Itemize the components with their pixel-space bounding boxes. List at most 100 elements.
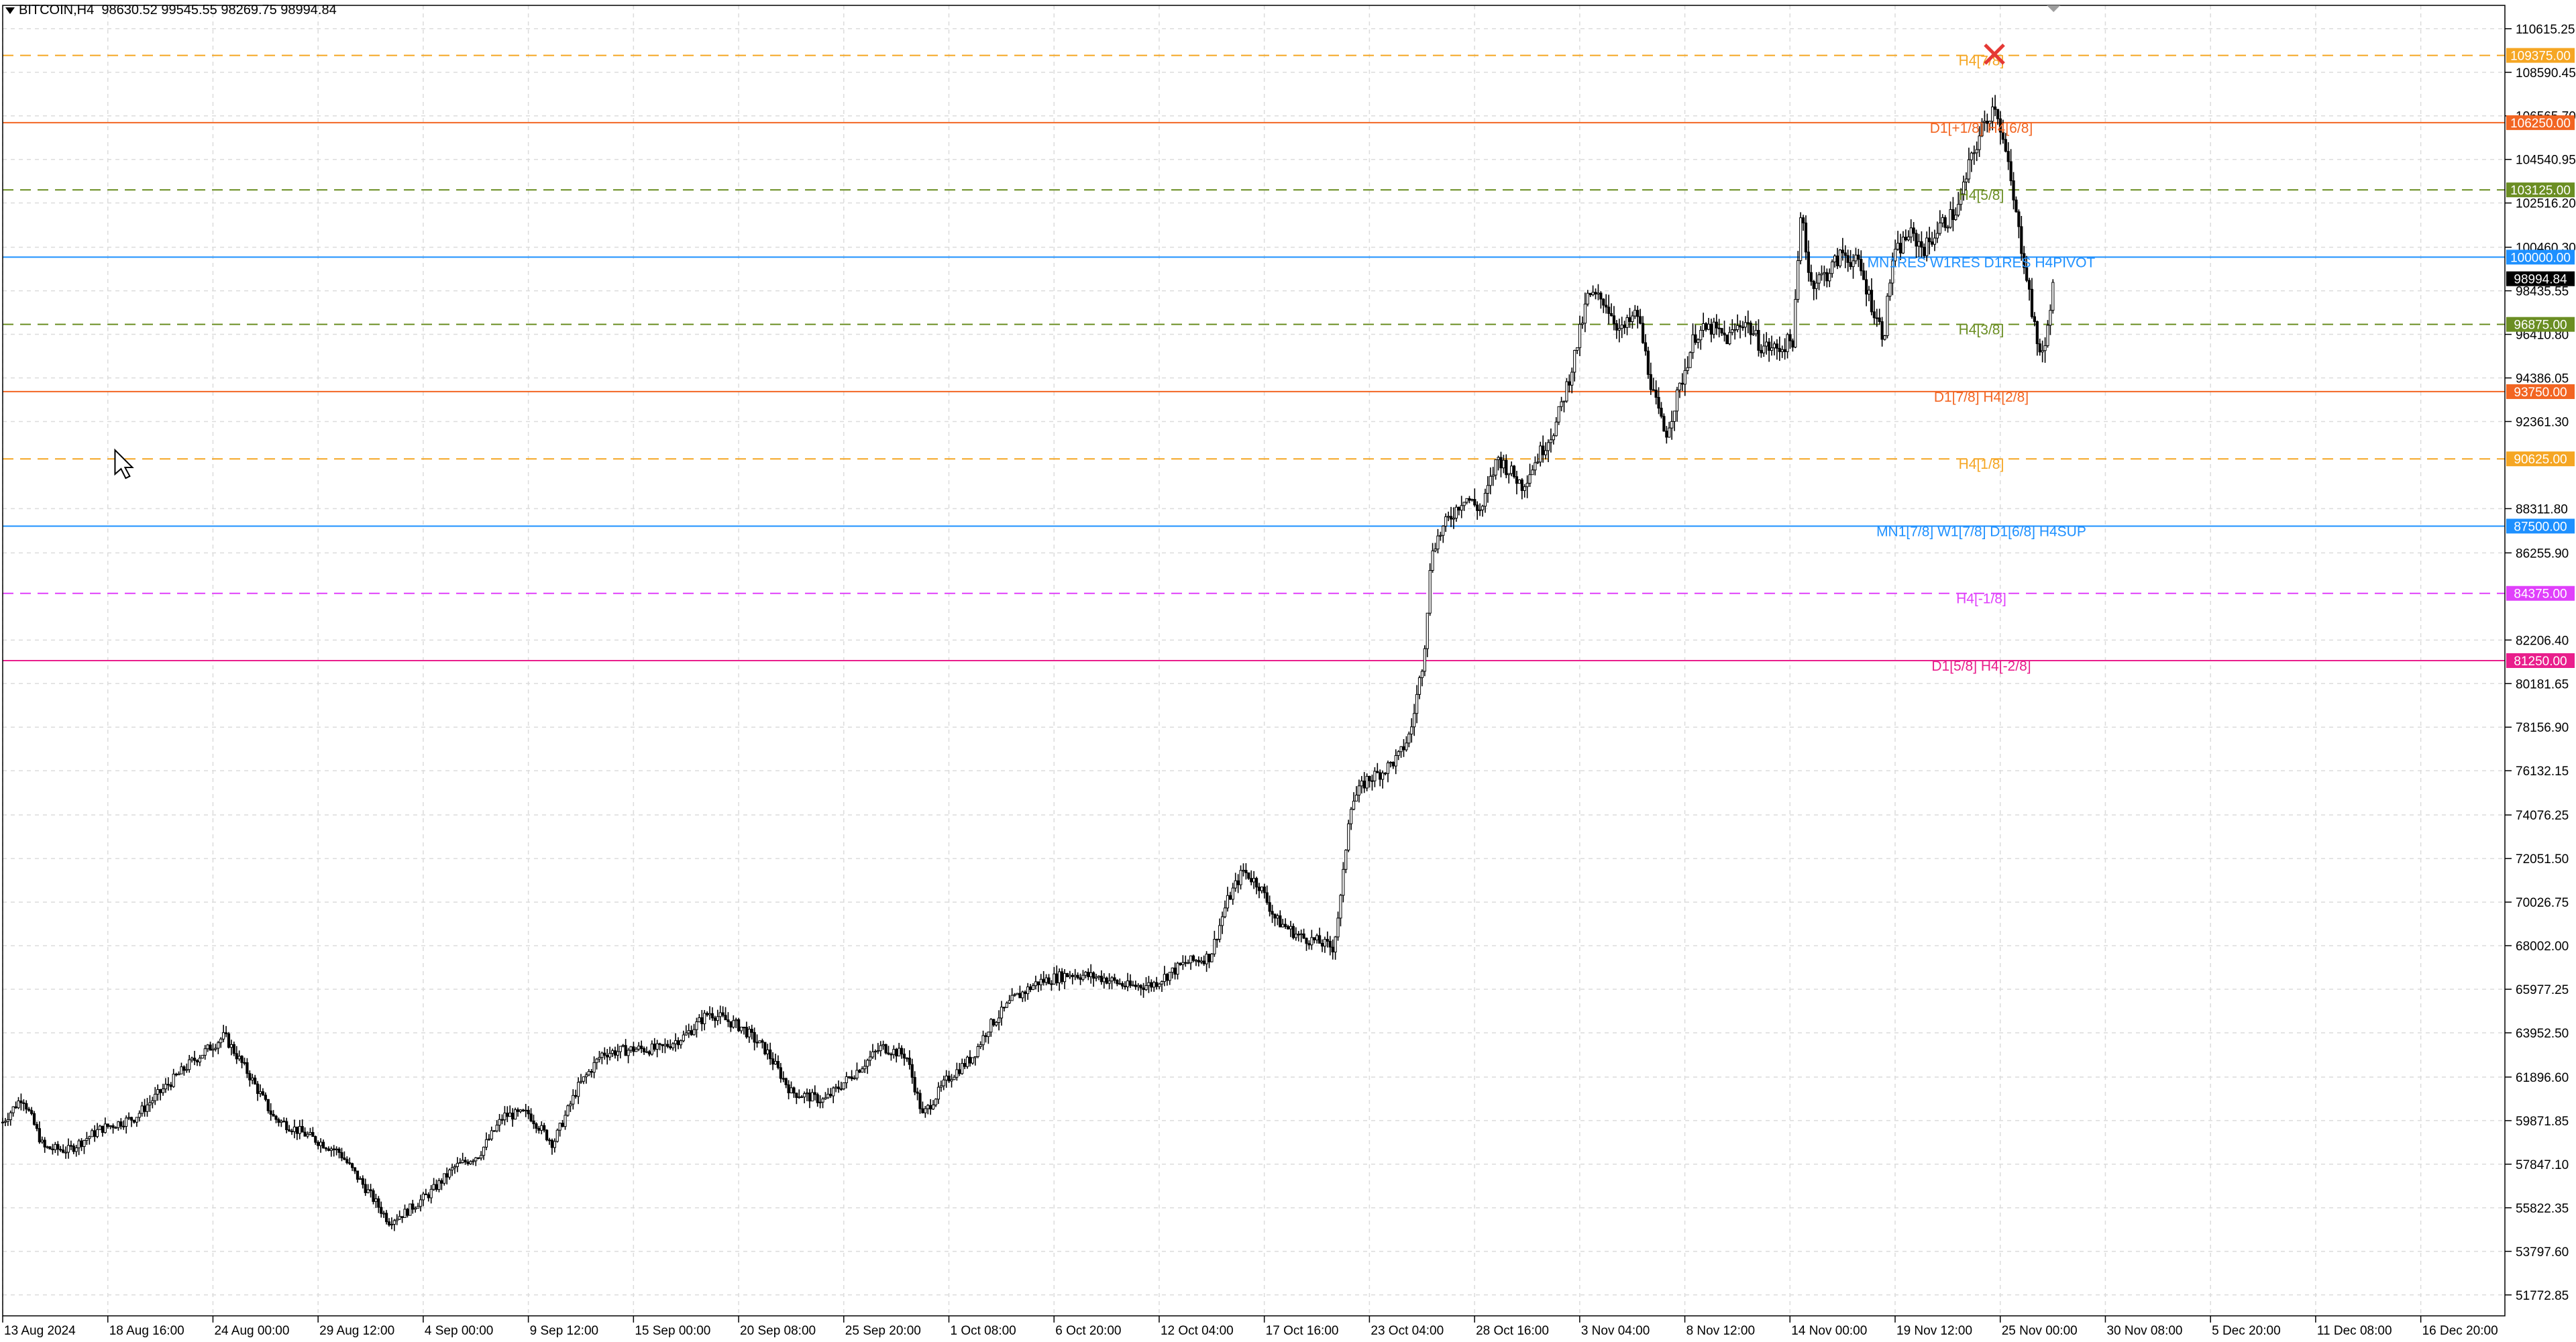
candle-body <box>703 1013 706 1025</box>
price-tag-bg <box>2506 48 2575 63</box>
candle-body <box>808 1093 812 1102</box>
candle-body <box>1486 485 1489 494</box>
candle-body <box>282 1121 286 1123</box>
candle-body <box>19 1100 23 1103</box>
candle-body <box>1594 292 1597 294</box>
candle-body <box>881 1044 885 1046</box>
candle-body <box>1307 943 1311 946</box>
candle-body <box>1365 775 1368 789</box>
candle-body <box>750 1029 753 1033</box>
candle-body <box>1147 982 1150 987</box>
candle-body <box>1079 977 1082 980</box>
candle-body <box>458 1162 462 1164</box>
candle-body <box>1860 259 1863 272</box>
candle-body <box>335 1148 338 1150</box>
candle-body <box>103 1123 107 1133</box>
candle-body <box>1405 742 1408 750</box>
candle-body <box>555 1129 559 1142</box>
candle-body <box>1688 352 1692 368</box>
candle-body <box>1949 209 1952 228</box>
candle-body <box>771 1058 775 1065</box>
candle-body <box>863 1066 867 1070</box>
candle-body <box>1988 121 1992 124</box>
candle-body <box>303 1131 307 1137</box>
candle-body <box>1184 962 1187 964</box>
candle-body <box>672 1043 675 1048</box>
candle-body <box>1136 985 1140 987</box>
candle-body <box>1468 498 1471 501</box>
dropdown-arrow-icon[interactable] <box>5 7 15 14</box>
candle-body <box>516 1109 520 1112</box>
time-tick-label: 13 Aug 2024 <box>4 1324 76 1338</box>
candle-body <box>858 1070 861 1073</box>
candle-body <box>461 1160 464 1163</box>
candle-body <box>1528 474 1532 484</box>
candle-body <box>640 1046 643 1049</box>
candle-body <box>650 1044 653 1055</box>
candle-body <box>109 1125 112 1127</box>
candle-body <box>353 1167 357 1172</box>
candle-body <box>1560 401 1563 407</box>
candle-body <box>472 1160 475 1162</box>
candle-body <box>321 1141 325 1149</box>
candles <box>1 95 2055 1231</box>
candle-body <box>635 1048 638 1052</box>
candle-body <box>769 1049 772 1060</box>
candle-body <box>1381 773 1385 780</box>
candle-body <box>1678 382 1682 390</box>
candle-body <box>25 1103 28 1110</box>
candle-body <box>6 1119 9 1122</box>
candle-body <box>1749 323 1752 335</box>
candle-body <box>1068 974 1071 977</box>
candle-body <box>1505 459 1508 476</box>
candle-body <box>1489 476 1492 486</box>
candle-body <box>317 1141 320 1146</box>
candle-body <box>1002 1007 1006 1009</box>
candle-body <box>1788 334 1792 341</box>
candle-body <box>214 1048 217 1050</box>
candle-body <box>17 1100 20 1109</box>
candle-body <box>1417 677 1421 695</box>
level-label: H4[3/8] <box>1959 323 2004 338</box>
candle-body <box>1757 330 1760 351</box>
candle-body <box>706 1013 709 1015</box>
candle-body <box>38 1128 41 1143</box>
candle-body <box>266 1099 270 1111</box>
candle-body <box>587 1071 590 1076</box>
candle-body <box>1825 272 1829 282</box>
candle-body <box>1179 962 1182 965</box>
candle-body <box>687 1030 690 1033</box>
candle-body <box>900 1048 904 1055</box>
candle-body <box>1462 502 1466 506</box>
candle-body <box>758 1040 761 1044</box>
candle-body <box>1297 934 1300 936</box>
candle-body <box>1849 262 1852 268</box>
candle-body <box>610 1050 614 1054</box>
candle-body <box>1420 671 1424 678</box>
candle-body <box>1386 763 1390 774</box>
candle-body <box>1142 987 1145 991</box>
candle-body <box>1024 991 1027 995</box>
chart-shift-marker-icon <box>2047 5 2061 12</box>
candle-body <box>1281 924 1285 928</box>
price-tick-label: 96410.80 <box>2516 329 2569 343</box>
candle-body <box>1943 217 1947 228</box>
candle-body <box>2038 343 2041 353</box>
candle-body <box>1552 435 1555 441</box>
candle-body <box>421 1193 425 1200</box>
candle-body <box>1157 983 1161 987</box>
candle-body <box>1851 260 1855 268</box>
price-tick-label: 57847.10 <box>2516 1158 2569 1172</box>
candle-body <box>1628 317 1631 323</box>
candle-body <box>992 1019 996 1025</box>
candle-body <box>729 1021 733 1027</box>
candle-body <box>2009 161 2012 182</box>
chart-header: BITCOIN,H4 98630.52 99545.55 98269.75 98… <box>5 3 337 18</box>
candle-body <box>169 1084 172 1087</box>
candle-body <box>829 1093 833 1097</box>
candle-body <box>773 1061 777 1065</box>
candle-body <box>246 1062 249 1074</box>
candle-body <box>1334 936 1337 953</box>
